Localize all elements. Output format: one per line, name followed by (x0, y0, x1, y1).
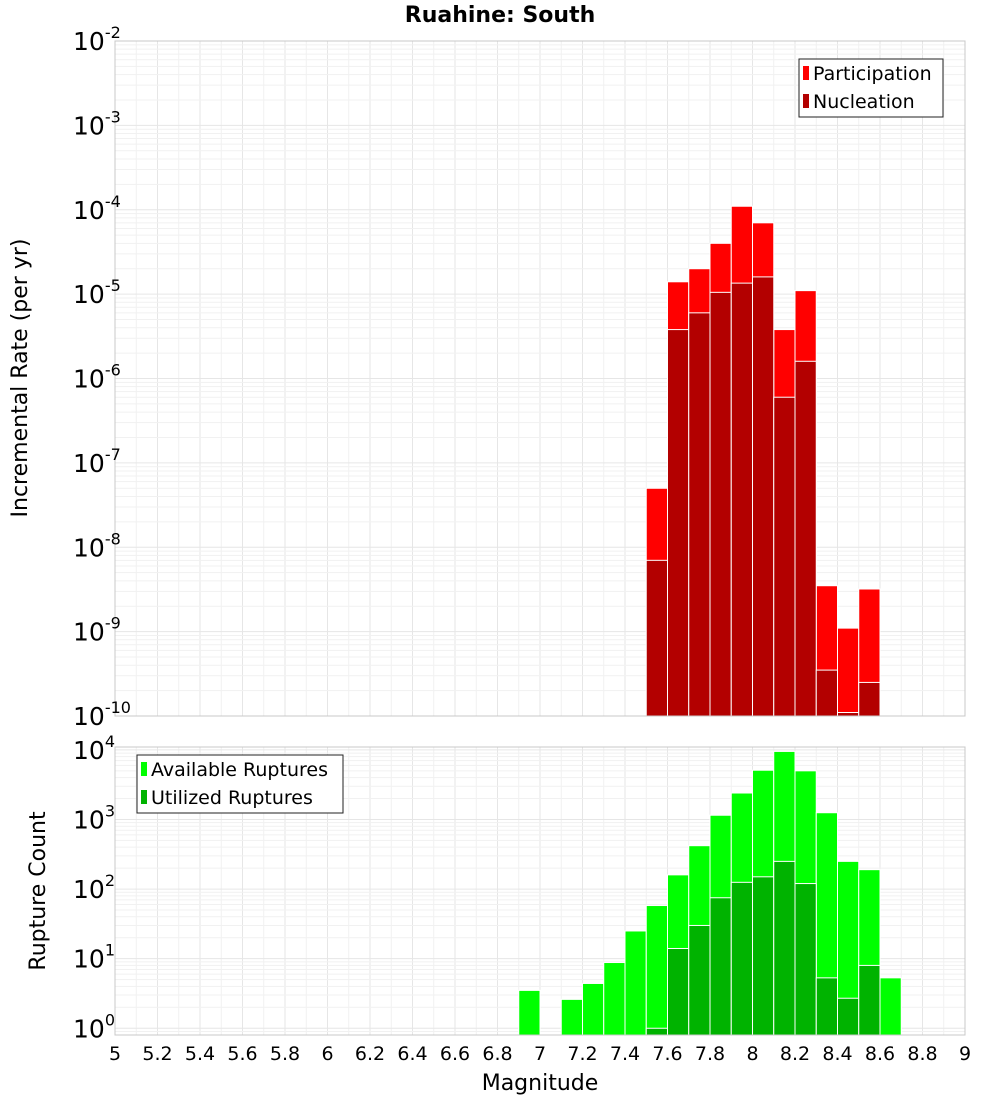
bar-utilized-ruptures (645, 1027, 668, 1036)
x-tick-label: 5.2 (142, 1043, 172, 1065)
y-tick-label: 10-9 (73, 614, 121, 647)
y-tick-label: 10-2 (73, 23, 121, 56)
y-tick-label: 104 (73, 732, 115, 765)
y-tick-label: 10-5 (73, 276, 121, 309)
bar-available-ruptures (518, 989, 541, 1036)
bar-nucleation (688, 312, 711, 717)
bar-utilized-ruptures (773, 860, 796, 1036)
bar-utilized-ruptures (837, 997, 860, 1036)
bar-available-ruptures (560, 998, 583, 1036)
top-y-axis-label: Incremental Rate (per yr) (8, 239, 33, 518)
bar-nucleation (730, 282, 753, 717)
bar-available-ruptures (624, 930, 647, 1036)
x-tick-label: 8.8 (907, 1043, 937, 1065)
x-tick-label: 5.8 (270, 1043, 300, 1065)
legend-label: Nucleation (813, 91, 915, 113)
x-tick-label: 6.8 (482, 1043, 512, 1065)
bar-utilized-ruptures (688, 924, 711, 1036)
bar-available-ruptures (879, 977, 902, 1036)
bar-utilized-ruptures (752, 876, 775, 1036)
bar-utilized-ruptures (730, 881, 753, 1036)
y-tick-label: 10-3 (73, 107, 121, 140)
bottom-plot-area: 100 101 102 103 104 5 5.2 5.4 5.6 5.8 6 6.2 6.4 6.6 6.… (73, 732, 971, 1065)
bottom-y-axis-label: Rupture Count (26, 811, 51, 971)
y-tick-label: 10-7 (73, 445, 121, 478)
bar-participation (837, 627, 860, 717)
y-tick-label: 101 (73, 941, 115, 974)
legend-label: Participation (813, 63, 932, 85)
bar-available-ruptures (582, 982, 605, 1036)
top-plot-area: 10-10 10-9 10-8 10-7 10-6 10-5 10-4 10-3 10-2 Par… (73, 23, 966, 731)
x-tick-label: 6.4 (397, 1043, 427, 1065)
legend-label: Utilized Ruptures (151, 787, 313, 809)
x-tick-label: 7.8 (695, 1043, 725, 1065)
bar-nucleation (645, 559, 668, 717)
legend-swatch (141, 762, 147, 776)
legend-swatch (803, 66, 809, 80)
x-tick-label: 6.6 (440, 1043, 470, 1065)
bar-nucleation (837, 712, 860, 717)
legend-box (136, 754, 344, 814)
bar-nucleation (794, 360, 817, 717)
x-tick-label: 8.6 (865, 1043, 895, 1065)
y-tick-label: 100 (73, 1010, 115, 1043)
bar-nucleation (709, 291, 732, 717)
y-tick-label: 10-10 (73, 698, 131, 731)
bar-utilized-ruptures (709, 897, 732, 1036)
x-tick-label: 8.4 (822, 1043, 852, 1065)
bar-utilized-ruptures (794, 883, 817, 1036)
x-tick-label: 7.4 (610, 1043, 640, 1065)
bar-available-ruptures (603, 962, 626, 1036)
chart-title: Ruahine: South (405, 3, 596, 28)
x-tick-label: 5.6 (227, 1043, 257, 1065)
y-tick-label: 103 (73, 801, 115, 834)
x-tick-label: 8.2 (780, 1043, 810, 1065)
x-tick-label: 5.4 (185, 1043, 215, 1065)
legend: Participation Nucleation (798, 58, 944, 118)
x-tick-label: 9 (959, 1043, 971, 1065)
bar-utilized-ruptures (815, 977, 838, 1036)
bar-utilized-ruptures (667, 947, 690, 1036)
x-axis-label: Magnitude (482, 1071, 599, 1096)
x-tick-label: 7.6 (652, 1043, 682, 1065)
x-tick-label: 6 (321, 1043, 333, 1065)
bar-nucleation (752, 276, 775, 717)
legend-box (798, 58, 944, 118)
x-tick-label: 7 (534, 1043, 546, 1065)
legend: Available Ruptures Utilized Ruptures (136, 754, 344, 814)
y-tick-label: 10-4 (73, 192, 121, 225)
bar-utilized-ruptures (858, 964, 881, 1036)
bar-nucleation (667, 329, 690, 717)
x-tick-label: 5 (109, 1043, 121, 1065)
x-tick-label: 6.2 (355, 1043, 385, 1065)
bar-nucleation (858, 681, 881, 717)
bar-nucleation (815, 669, 838, 717)
y-tick-label: 102 (73, 871, 115, 904)
y-tick-label: 10-8 (73, 529, 121, 562)
plot-frame (114, 40, 966, 717)
legend-label: Available Ruptures (151, 759, 328, 781)
bar-nucleation (773, 396, 796, 717)
plot-frame (114, 746, 966, 1036)
y-tick-label: 10-6 (73, 361, 121, 394)
legend-swatch (141, 790, 147, 804)
bar-available-ruptures (645, 905, 668, 1036)
x-tick-label: 8 (746, 1043, 758, 1065)
legend-swatch (803, 94, 809, 108)
x-tick-label: 7.2 (567, 1043, 597, 1065)
